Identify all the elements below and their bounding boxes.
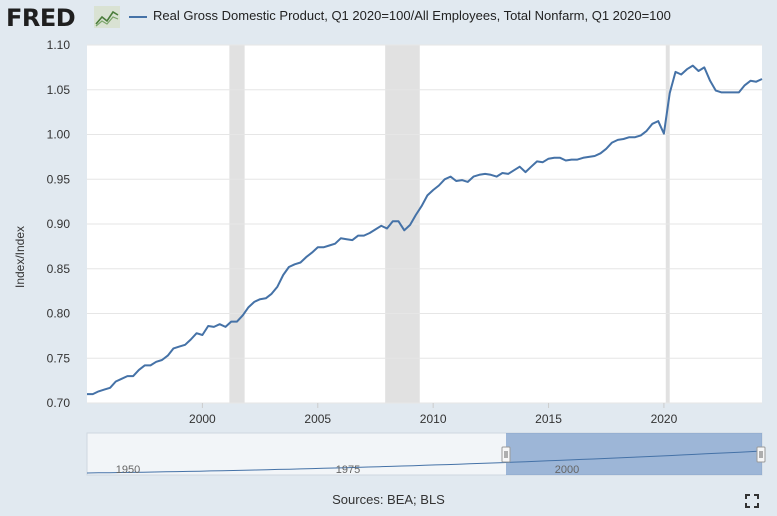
navigator-series xyxy=(86,450,763,474)
navigator-year-label: 1950 xyxy=(116,464,140,476)
x-tick-label: 2010 xyxy=(420,412,447,426)
navigator-year-label: 1975 xyxy=(336,464,360,476)
y-tick-label: 0.70 xyxy=(47,396,71,410)
gridlines xyxy=(87,44,762,404)
range-navigator[interactable]: 1950 1975 2000 xyxy=(86,432,766,476)
fred-logo[interactable]: FRED xyxy=(6,4,76,32)
y-tick-label: 0.95 xyxy=(47,172,71,186)
legend-swatch xyxy=(129,16,147,18)
y-tick-label: 0.90 xyxy=(47,217,71,231)
y-tick-label: 1.00 xyxy=(47,128,71,142)
chart-header: FRED Real Gross Domestic Product, Q1 202… xyxy=(0,0,777,36)
y-axis-label: Index/Index xyxy=(13,226,27,288)
x-tick-label: 2020 xyxy=(651,412,678,426)
y-tick-label: 1.05 xyxy=(47,83,71,97)
y-tick-label: 0.80 xyxy=(47,307,71,321)
sources-note: Sources: BEA; BLS xyxy=(332,492,445,507)
x-tick-label: 2000 xyxy=(189,412,216,426)
navigator-selection xyxy=(506,433,762,475)
y-tick-label: 1.10 xyxy=(47,38,71,52)
data-series xyxy=(87,64,763,396)
chart: 0.70 0.75 0.80 0.85 0.90 0.95 1.00 1.05 1.10 200… xyxy=(13,38,766,476)
navigator-handle[interactable] xyxy=(756,446,766,463)
x-axis-ticks: 2000 2005 2010 2015 2020 xyxy=(189,403,678,426)
y-axis-ticks: 0.70 0.75 0.80 0.85 0.90 0.95 1.00 1.05 1.10 xyxy=(47,38,71,410)
navigator-handle[interactable] xyxy=(501,446,511,463)
navigator-year-label: 2000 xyxy=(555,464,579,476)
y-tick-label: 0.75 xyxy=(47,351,71,365)
y-tick-label: 0.85 xyxy=(47,262,71,276)
x-tick-label: 2015 xyxy=(535,412,562,426)
fullscreen-icon[interactable] xyxy=(745,494,759,508)
x-tick-label: 2005 xyxy=(304,412,331,426)
fred-chart-icon xyxy=(94,6,120,28)
series-line xyxy=(87,64,763,396)
legend-label: Real Gross Domestic Product, Q1 2020=100… xyxy=(153,8,671,23)
